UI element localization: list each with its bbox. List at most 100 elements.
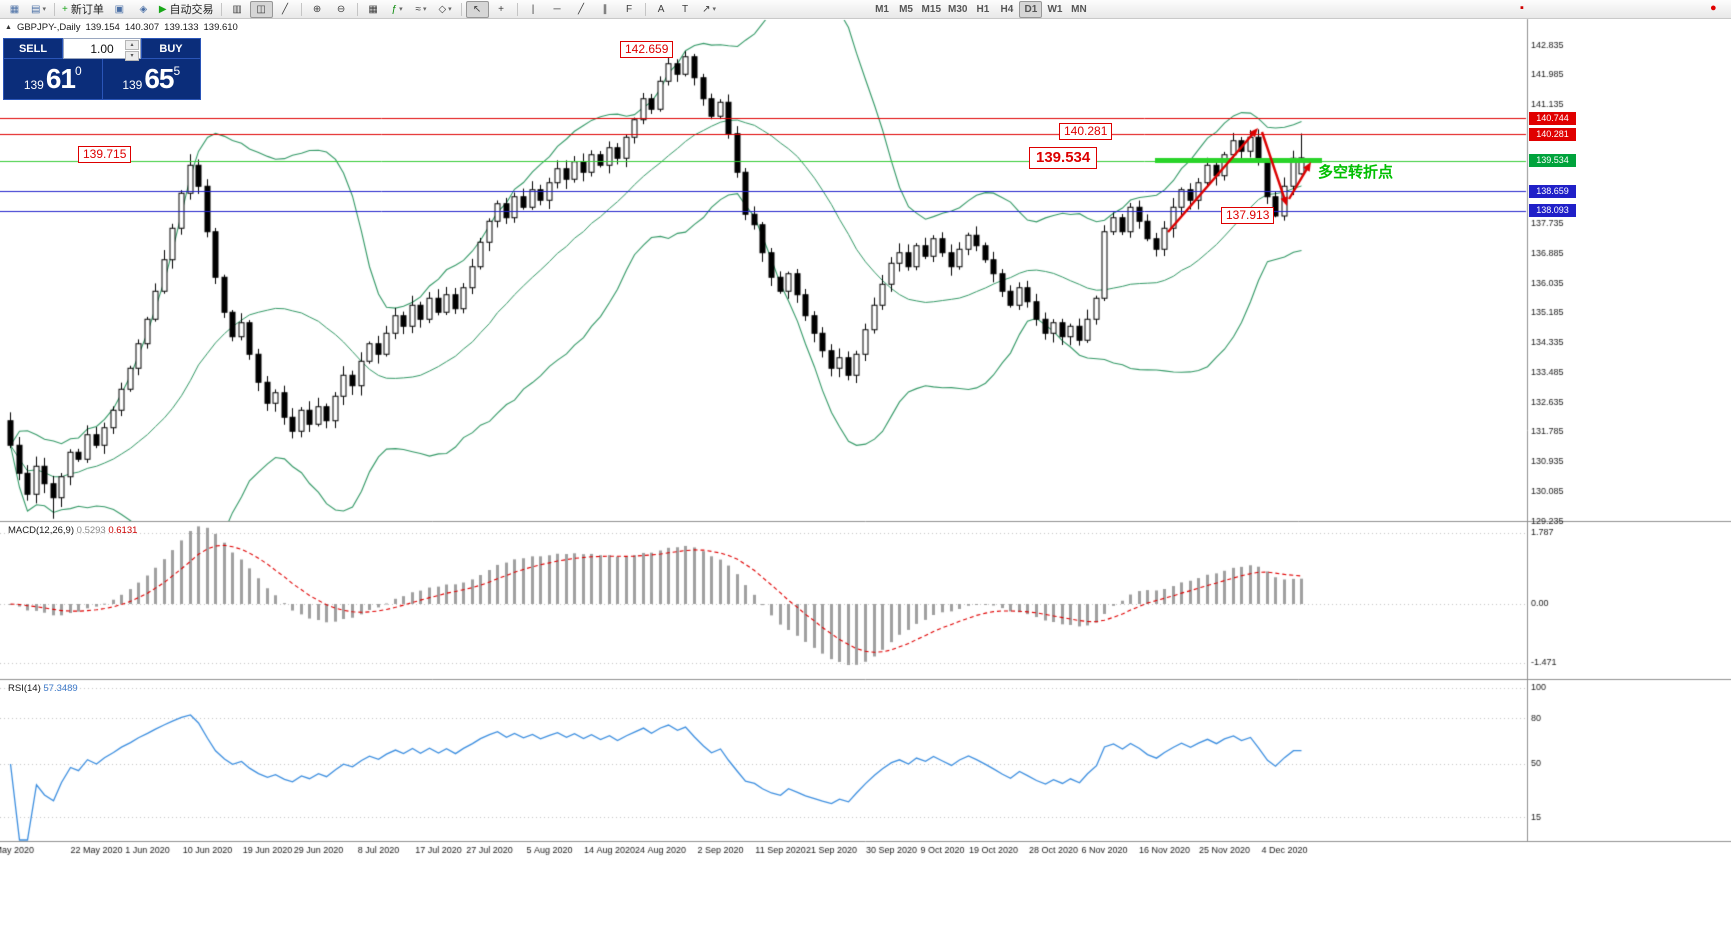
toolbar-separator bbox=[220, 2, 222, 16]
strategy-tester-icon: ◈ bbox=[139, 3, 148, 15]
sell-price-display[interactable]: 139 61 0 bbox=[23, 63, 82, 94]
price-label-137.913[interactable]: 137.913 bbox=[1221, 207, 1275, 224]
price-label-140.281[interactable]: 140.281 bbox=[1059, 123, 1113, 140]
indicators-icon: ƒ bbox=[391, 3, 398, 15]
volume-field[interactable]: 1.00 ▴ ▾ bbox=[63, 38, 141, 61]
new-order-label: 新订单 bbox=[70, 4, 104, 16]
timeframe-w1-button[interactable]: W1 bbox=[1047, 3, 1063, 15]
strategy-tester-button[interactable]: ◈ bbox=[132, 1, 155, 18]
quote-close: 139.610 bbox=[203, 22, 238, 33]
toolbar-separator bbox=[516, 2, 518, 16]
price-label-139.534[interactable]: 139.534 bbox=[1029, 147, 1098, 169]
text-button[interactable]: A bbox=[650, 1, 673, 18]
collapse-panel-icon[interactable]: ▲ bbox=[5, 24, 12, 31]
objects-list-button[interactable]: ◇ ▾ bbox=[434, 1, 457, 18]
new-order-button[interactable]: + 新订单 bbox=[59, 1, 107, 18]
market-watch-button[interactable]: ▣ bbox=[108, 1, 131, 18]
axis-badge-139.534: 139.534 bbox=[1529, 154, 1576, 168]
arrows-tool-icon: ↗ bbox=[702, 3, 711, 15]
indicator-list-dropdown-icon[interactable]: ▾ bbox=[423, 6, 427, 13]
zoom-in-icon: ⊕ bbox=[312, 3, 322, 15]
timeframe-h4-button[interactable]: H4 bbox=[1000, 3, 1014, 15]
candlestick-chart-icon: ◫ bbox=[256, 3, 266, 15]
alert-icon[interactable]: ▪ bbox=[1520, 2, 1524, 14]
toolbar-group-timeframes: M1 M5 M15 M30 H1 H4 D1 W1 MN bbox=[871, 0, 1091, 18]
auto-trading-label: 自动交易 bbox=[169, 4, 214, 16]
timeframe-d1-button[interactable]: D1 bbox=[1019, 0, 1043, 18]
volume-down-button[interactable]: ▾ bbox=[125, 51, 139, 61]
bar-chart-button[interactable]: ▥ bbox=[226, 1, 249, 18]
fibonacci-button[interactable]: F bbox=[618, 1, 641, 18]
timeframe-mn-button[interactable]: MN bbox=[1071, 3, 1087, 15]
toolbar-group-chart-type: ▥ ◫ ╱ bbox=[226, 0, 297, 18]
crosshair-icon: + bbox=[498, 3, 504, 15]
profiles-icon: ▤ bbox=[31, 3, 41, 15]
text-icon: A bbox=[657, 3, 665, 15]
timeframe-m5-button[interactable]: M5 bbox=[899, 3, 913, 15]
axis-badge-138.659: 138.659 bbox=[1529, 184, 1576, 198]
buy-price-display[interactable]: 139 65 5 bbox=[101, 59, 201, 99]
macd-signal-value: 0.6131 bbox=[108, 525, 138, 536]
indicators-dropdown-icon[interactable]: ▾ bbox=[399, 6, 403, 13]
vertical-line-button[interactable]: | bbox=[522, 1, 545, 18]
horizontal-line-button[interactable]: ─ bbox=[546, 1, 569, 18]
zoom-out-icon: ⊖ bbox=[336, 3, 346, 15]
crosshair-button[interactable]: + bbox=[490, 1, 513, 18]
trendline-icon: ╱ bbox=[578, 3, 585, 15]
macd-name: MACD(12,26,9) bbox=[8, 525, 74, 536]
sell-button[interactable]: SELL bbox=[3, 38, 63, 59]
toolbar-separator bbox=[356, 2, 358, 16]
indicator-list-button[interactable]: ≈ ▾ bbox=[410, 1, 433, 18]
timeframe-m30-button[interactable]: M30 bbox=[948, 3, 968, 15]
quote-low: 139.133 bbox=[164, 22, 199, 33]
axis-badge-138.093: 138.093 bbox=[1529, 204, 1576, 218]
volume-value: 1.00 bbox=[90, 41, 114, 56]
candlestick-chart-button[interactable]: ◫ bbox=[249, 0, 273, 18]
toolbar-separator bbox=[54, 2, 55, 16]
new-chart-icon: ▦ bbox=[9, 3, 20, 15]
zoom-in-button[interactable]: ⊕ bbox=[306, 1, 329, 18]
timeframe-m1-button[interactable]: M1 bbox=[875, 3, 889, 15]
toolbar-group-text-tools: A T ↗ ▾ bbox=[650, 1, 721, 18]
toolbar-separator bbox=[300, 2, 302, 16]
quote-line: ▲ GBPJPY-,Daily 139.154 140.307 139.133 … bbox=[5, 22, 238, 33]
macd-label: MACD(12,26,9) 0.5293 0.6131 bbox=[8, 525, 137, 536]
indicators-button[interactable]: ƒ ▾ bbox=[386, 1, 409, 18]
line-chart-button[interactable]: ╱ bbox=[274, 1, 297, 18]
line-chart-icon: ╱ bbox=[282, 3, 289, 15]
price-label-139.715[interactable]: 139.715 bbox=[78, 146, 132, 163]
quote-open: 139.154 bbox=[85, 22, 120, 33]
new-order-icon: + bbox=[62, 3, 68, 15]
price-label-142.659[interactable]: 142.659 bbox=[620, 41, 674, 58]
toolbar-group-cursor-tools: ↖ + bbox=[465, 0, 513, 18]
profiles-dropdown-icon[interactable]: ▾ bbox=[42, 6, 46, 13]
rsi-name: RSI(14) bbox=[8, 683, 41, 694]
timeframe-h1-button[interactable]: H1 bbox=[976, 3, 990, 15]
vertical-line-icon: | bbox=[531, 3, 535, 15]
profiles-button[interactable]: ▤ ▾ bbox=[27, 1, 50, 18]
rsi-label: RSI(14) 57.3489 bbox=[8, 683, 78, 694]
channel-button[interactable]: ∥ bbox=[594, 1, 617, 18]
tile-windows-icon: ▦ bbox=[368, 3, 378, 15]
cursor-button[interactable]: ↖ bbox=[465, 0, 489, 18]
volume-up-button[interactable]: ▴ bbox=[125, 40, 139, 50]
zoom-out-button[interactable]: ⊖ bbox=[330, 1, 353, 18]
arrows-tool-dropdown-icon[interactable]: ▾ bbox=[712, 6, 716, 13]
toolbar-group-layout: ▦ ƒ ▾ ≈ ▾ ◇ ▾ bbox=[362, 1, 457, 18]
main-toolbar: ▦ ▤ ▾ + 新订单 ▣ ◈ ▶ 自动交易 ▥ ◫ ╱ ⊕ ⊖ ▦ ƒ ▾ ≈ ▾ ◇ ▾ ↖ + | ─ ╱ ∥ F A T ↗ ▾ M1 M… bbox=[0, 0, 1731, 19]
toolbar-separator bbox=[460, 2, 462, 16]
objects-list-dropdown-icon[interactable]: ▾ bbox=[448, 6, 452, 13]
toolbar-group-zoom: ⊕ ⊖ bbox=[306, 1, 353, 18]
arrows-tool-button[interactable]: ↗ ▾ bbox=[698, 1, 721, 18]
buy-button[interactable]: BUY bbox=[141, 38, 201, 59]
toolbar-separator bbox=[644, 2, 646, 16]
record-icon[interactable]: ● bbox=[1710, 2, 1717, 14]
text-label-button[interactable]: T bbox=[674, 1, 697, 18]
new-chart-button[interactable]: ▦ bbox=[3, 1, 26, 18]
timeframe-m15-button[interactable]: M15 bbox=[921, 3, 941, 15]
auto-trading-button[interactable]: ▶ 自动交易 bbox=[156, 1, 217, 18]
trend-annotation-text[interactable]: 多空转折点 bbox=[1318, 164, 1394, 181]
trendline-button[interactable]: ╱ bbox=[570, 1, 593, 18]
tile-windows-button[interactable]: ▦ bbox=[362, 1, 385, 18]
